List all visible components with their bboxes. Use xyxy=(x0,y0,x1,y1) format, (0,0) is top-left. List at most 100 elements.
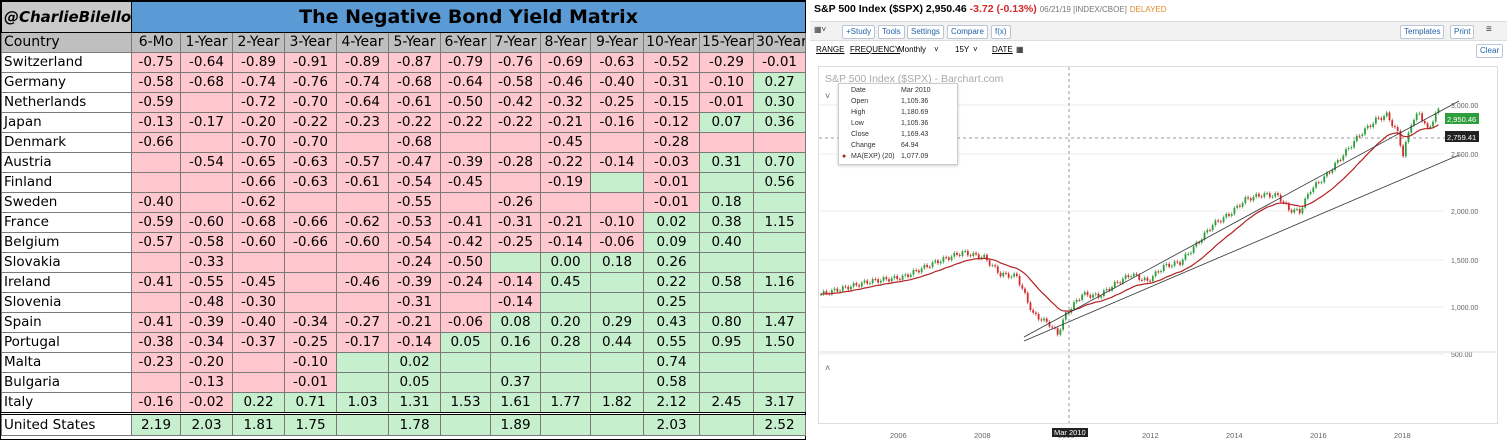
date-label[interactable]: DATE xyxy=(992,45,1013,54)
yield-cell: -0.02 xyxy=(180,392,233,414)
frequency-label[interactable]: FREQUENCY xyxy=(850,45,901,54)
chart-watermark: S&P 500 Index ($SPX) - Barchart.com xyxy=(825,73,1004,85)
yield-cell xyxy=(590,272,644,293)
yield-cell: -0.66 xyxy=(232,172,285,193)
candle xyxy=(1078,299,1081,301)
yield-cell xyxy=(699,292,754,313)
candle xyxy=(1271,196,1274,198)
candle xyxy=(1339,160,1342,162)
yield-cell: 0.05 xyxy=(440,332,491,353)
yield-cell: -0.28 xyxy=(643,132,700,153)
table-row: Slovenia -0.48 -0.30 -0.31 -0.14 0.25 xyxy=(1,292,807,313)
table-row: United States 2.19 2.03 1.81 1.75 1.78 1.89 2.0… xyxy=(1,412,807,436)
yield-cell: 0.27 xyxy=(752,72,807,93)
candle xyxy=(1274,193,1277,197)
frequency-select[interactable]: Monthly xyxy=(898,45,927,54)
candle xyxy=(1010,276,1013,278)
yield-cell: -0.60 xyxy=(180,212,233,233)
yield-cell xyxy=(440,412,491,436)
print-button[interactable]: Print xyxy=(1450,25,1475,39)
candle xyxy=(890,278,893,282)
candle xyxy=(1312,187,1315,193)
yield-cell: -0.10 xyxy=(699,72,754,93)
yield-cell: -0.74 xyxy=(336,72,389,93)
matrix-header-row: Country 6-Mo 1-Year 2-Year 3-Year 4-Year 5-Yea… xyxy=(1,32,807,53)
candle xyxy=(847,286,850,290)
candle xyxy=(1217,220,1220,222)
calendar-icon[interactable]: ▦ xyxy=(1016,45,1024,54)
candle xyxy=(1328,172,1331,174)
templates-button[interactable]: Templates xyxy=(1400,25,1445,39)
yield-cell: 0.22 xyxy=(643,272,700,293)
yield-cell: -0.58 xyxy=(180,232,233,253)
yield-cell: 1.53 xyxy=(440,392,491,414)
yield-cell: -0.58 xyxy=(490,72,541,93)
yield-cell: -0.10 xyxy=(284,352,337,373)
yield-cell xyxy=(590,372,644,393)
yield-cell: -0.12 xyxy=(643,112,700,133)
candle xyxy=(1130,276,1132,278)
chart-toolbar: ▦˅ +Study Tools Settings Compare f(x) Te… xyxy=(810,21,1507,41)
add-study-button[interactable]: +Study xyxy=(842,25,876,39)
yield-cell: -0.46 xyxy=(540,72,591,93)
compare-button[interactable]: Compare xyxy=(947,25,988,39)
candle xyxy=(1124,275,1127,279)
yield-cell: -0.70 xyxy=(284,132,337,153)
candle xyxy=(852,283,855,287)
range-label[interactable]: RANGE xyxy=(816,45,845,54)
yield-cell xyxy=(440,192,491,213)
yield-cell xyxy=(440,292,491,313)
candle xyxy=(1334,162,1336,170)
candle xyxy=(956,252,958,255)
yield-cell: -0.46 xyxy=(336,272,389,293)
candle xyxy=(820,294,822,296)
candle xyxy=(1056,328,1059,335)
function-button[interactable]: f(x) xyxy=(991,25,1011,39)
candle xyxy=(991,265,994,267)
yield-cell xyxy=(131,292,181,313)
table-row: Denmark -0.66 -0.70 -0.70 -0.68 -0.45 -0.28 xyxy=(1,132,807,153)
time-axis-label: 2018 xyxy=(1394,431,1411,440)
yield-cell: -0.16 xyxy=(131,392,181,414)
yield-cell: 3.17 xyxy=(752,392,807,414)
column-header: 1-Year xyxy=(180,32,233,53)
yield-cell: 0.26 xyxy=(643,252,700,273)
candle xyxy=(1399,130,1402,146)
yield-cell: -0.22 xyxy=(284,112,337,133)
price-chart-area[interactable]: S&P 500 Index ($SPX) - Barchart.com 3,00… xyxy=(818,66,1498,424)
tooltip-high-label: High xyxy=(851,109,866,116)
expand-icon[interactable]: ˅ xyxy=(825,91,830,101)
yield-cell xyxy=(180,192,233,213)
collapse-icon[interactable]: ˄ xyxy=(825,363,830,373)
yield-cell: -0.59 xyxy=(131,212,181,233)
table-row: France -0.59 -0.60 -0.68 -0.66 -0.62 -0.53 -0.4… xyxy=(1,212,807,233)
tooltip-open-label: Open xyxy=(851,98,869,105)
candle xyxy=(1320,182,1323,184)
tools-button[interactable]: Tools xyxy=(878,25,905,39)
settings-button[interactable]: Settings xyxy=(907,25,944,39)
yield-cell: 0.43 xyxy=(643,312,700,333)
yield-cell: 2.52 xyxy=(752,412,807,436)
menu-icon[interactable]: ≡ xyxy=(1486,24,1492,35)
chevron-down-icon[interactable]: ˅ xyxy=(973,45,978,54)
candle xyxy=(999,272,1002,277)
clear-button[interactable]: Clear xyxy=(1476,44,1504,58)
yield-cell: -0.40 xyxy=(590,72,644,93)
candle xyxy=(1119,282,1122,284)
yield-cell xyxy=(180,92,233,113)
yield-cell: 0.95 xyxy=(699,332,754,353)
candle xyxy=(1315,182,1317,188)
candle xyxy=(1437,108,1440,113)
quote-header: S&P 500 Index ($SPX) 2,950.46 -3.72 (-0.… xyxy=(814,3,1167,15)
candle xyxy=(1287,203,1290,211)
period-select[interactable]: 15Y xyxy=(955,45,970,54)
candle xyxy=(1317,182,1320,184)
yield-cell: -0.14 xyxy=(590,152,644,173)
chart-type-icon[interactable]: ▦˅ xyxy=(814,25,827,34)
yield-cell: -0.50 xyxy=(440,92,491,113)
yield-cell xyxy=(540,352,591,373)
candle xyxy=(1111,287,1113,291)
chevron-down-icon[interactable]: ˅ xyxy=(934,45,939,54)
yield-cell xyxy=(232,252,285,273)
yield-cell xyxy=(336,412,389,436)
